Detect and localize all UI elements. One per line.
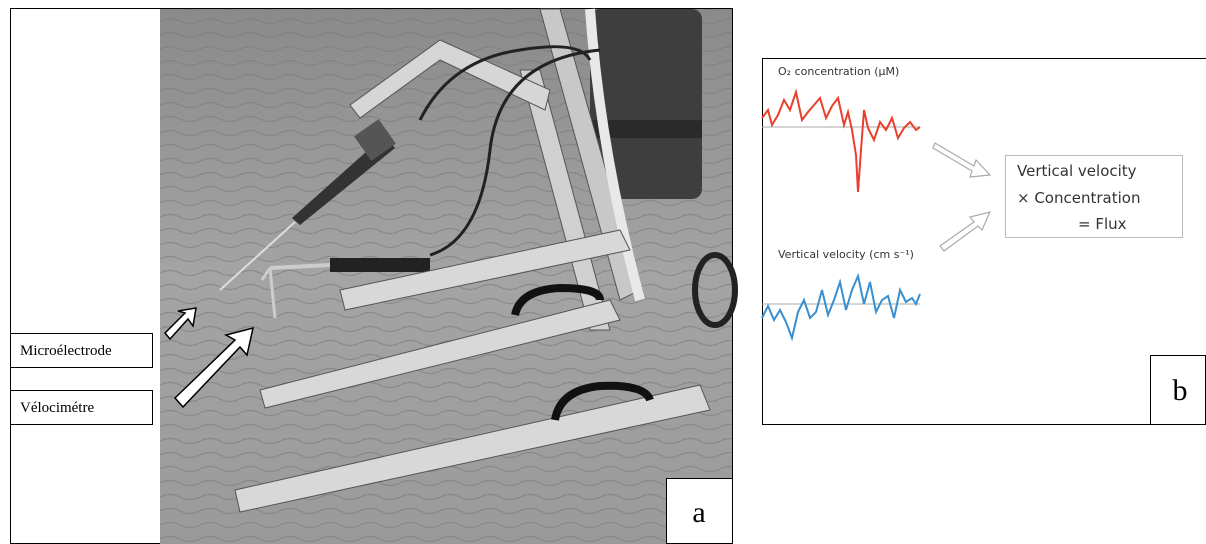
label: Microélectrode xyxy=(20,343,112,359)
panel-b-frame xyxy=(762,58,1206,425)
rope xyxy=(585,8,645,302)
panel-label: b xyxy=(1173,374,1188,407)
coiled-cable xyxy=(692,252,738,328)
trace-label: O₂ concentration (µM) xyxy=(778,65,899,78)
label-box xyxy=(10,390,153,425)
panel-label-box xyxy=(666,478,733,544)
photo xyxy=(160,8,738,544)
arm xyxy=(349,39,551,119)
microelectrode-tip xyxy=(219,221,296,291)
equation-line: Vertical velocity xyxy=(1017,162,1137,180)
panel-b: O₂ concentration (µM) Vertical velocity … xyxy=(761,58,1206,425)
label-box xyxy=(10,333,153,368)
o2-trace xyxy=(761,88,921,193)
rail xyxy=(234,384,711,513)
panel-label: a xyxy=(692,496,705,529)
equation-line: = Flux xyxy=(1078,215,1127,233)
handle xyxy=(511,283,604,317)
velocity-trace xyxy=(761,272,921,342)
arrow xyxy=(173,326,254,409)
label: Vélocimétre xyxy=(20,400,94,416)
velocimeter-prong xyxy=(268,267,277,319)
cable xyxy=(418,45,592,121)
cylinder xyxy=(590,9,702,199)
velocimeter-stem xyxy=(269,263,331,270)
arrow xyxy=(163,307,197,341)
panel-label-box xyxy=(1150,355,1206,425)
cable xyxy=(429,48,601,257)
velocimeter-prong xyxy=(260,267,272,281)
arrow xyxy=(939,211,992,252)
arrow xyxy=(932,142,992,178)
velocimeter xyxy=(330,258,430,272)
rail xyxy=(259,299,621,409)
panel-a: Microélectrode Vélocimétre a xyxy=(10,8,738,544)
cylinder-band xyxy=(590,120,702,138)
trace-label: Vertical velocity (cm s⁻¹) xyxy=(778,248,914,261)
equation-line: × Concentration xyxy=(1017,189,1140,207)
handle xyxy=(551,381,654,421)
rail xyxy=(339,229,631,311)
probe-head xyxy=(354,119,396,161)
equation-box xyxy=(1005,155,1183,238)
